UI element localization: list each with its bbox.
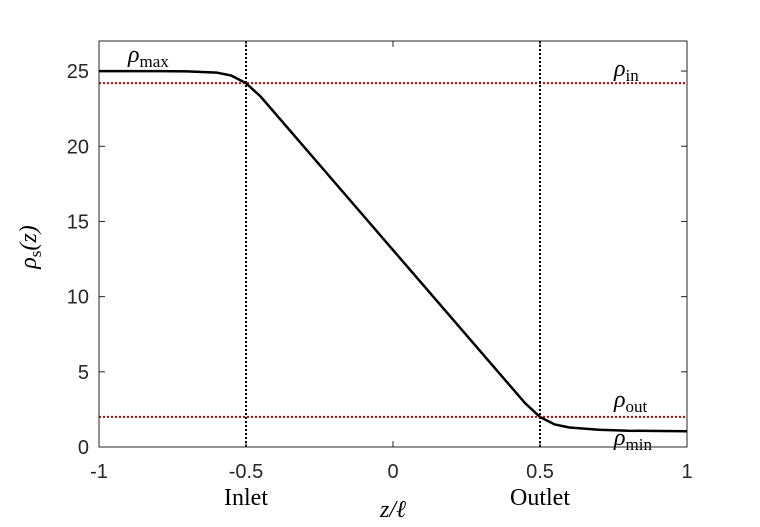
annotation: ρin <box>613 56 639 85</box>
y-tick-label: 10 <box>67 287 89 309</box>
y-label-symbol: ρ <box>16 257 42 270</box>
y-axis-label: ρs(z) <box>16 225 45 269</box>
annotation: ρmax <box>127 42 169 71</box>
x-axis-label: z/ℓ <box>379 497 406 523</box>
annotation-subscript: max <box>140 52 170 71</box>
annotation-subscript: out <box>626 397 648 416</box>
x-tick-label: -0.5 <box>229 461 263 483</box>
x-tick-label: 1 <box>681 461 692 483</box>
annotation: ρout <box>613 387 648 416</box>
y-label-subscript: s <box>26 251 45 258</box>
x-tick-label: 0 <box>387 461 398 483</box>
y-tick-label: 20 <box>67 136 89 158</box>
y-tick-label: 5 <box>78 362 89 384</box>
y-tick-label: 25 <box>67 61 89 83</box>
annotation-subscript: in <box>626 66 640 85</box>
annotation-symbol: ρ <box>127 42 140 68</box>
annotation-subscript: min <box>626 435 653 454</box>
y-tick-label: 0 <box>78 437 89 459</box>
region-label: Outlet <box>510 485 570 511</box>
region-label: Inlet <box>224 485 268 511</box>
y-tick-label: 15 <box>67 211 89 233</box>
y-label-rest: (z) <box>16 225 42 250</box>
x-tick-label: -1 <box>90 461 108 483</box>
x-tick-label: 0.5 <box>526 461 554 483</box>
annotation-symbol: ρ <box>613 387 626 413</box>
data-line <box>99 69 688 433</box>
axes-box <box>98 40 688 448</box>
annotation-symbol: ρ <box>613 56 626 82</box>
